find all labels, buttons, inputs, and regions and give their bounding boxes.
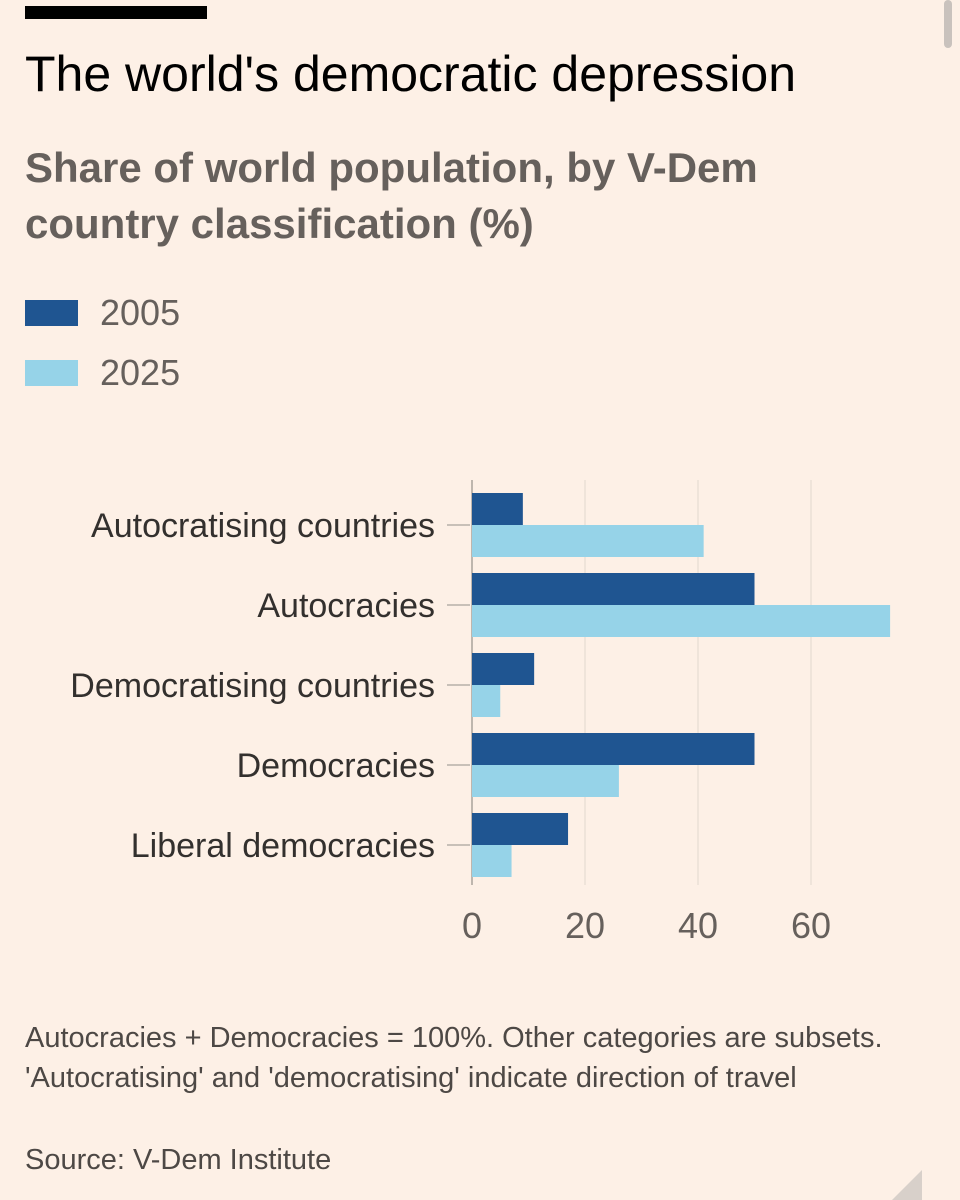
category-label-democratising-countries: Democratising countries (70, 667, 435, 705)
bar-autocracies-2025 (472, 605, 891, 637)
legend-swatch-2025 (25, 360, 78, 386)
brand-bar (25, 6, 207, 19)
bar-democracies-2025 (472, 765, 619, 797)
legend-swatch-2005 (25, 300, 78, 326)
category-label-autocracies: Autocracies (257, 587, 435, 625)
bar-autocratising-countries-2025 (472, 525, 704, 557)
chart-title: The world's democratic depression (25, 46, 796, 102)
category-label-democracies: Democracies (237, 747, 435, 785)
bar-democratising-countries-2005 (472, 653, 535, 685)
category-label-liberal-democracies: Liberal democracies (131, 827, 435, 865)
scrollbar-thumb[interactable] (944, 0, 952, 48)
legend-label-2025: 2025 (100, 352, 181, 393)
legend-label-2005: 2005 (100, 292, 181, 333)
x-tick-label-60: 60 (791, 905, 831, 946)
chart-subtitle: Share of world population, by V-Dem coun… (25, 144, 758, 247)
bar-liberal-democracies-2025 (472, 845, 512, 877)
bar-democracies-2005 (472, 733, 755, 765)
category-label-autocratising-countries: Autocratising countries (91, 507, 435, 545)
x-tick-label-20: 20 (565, 905, 605, 946)
bar-autocracies-2005 (472, 573, 755, 605)
chart-source: Source: V-Dem Institute (25, 1144, 332, 1176)
bar-chart: 0 20 40 60 Autocratising countries Autocracie… (70, 480, 891, 946)
bar-liberal-democracies-2005 (472, 813, 569, 845)
bar-democratising-countries-2025 (472, 685, 501, 717)
x-tick-label-0: 0 (462, 905, 482, 946)
resize-handle-icon (892, 1170, 922, 1200)
bar-autocratising-countries-2005 (472, 493, 523, 525)
chart-note: Autocracies + Democracies = 100%. Other … (25, 1022, 883, 1094)
x-tick-label-40: 40 (678, 905, 718, 946)
